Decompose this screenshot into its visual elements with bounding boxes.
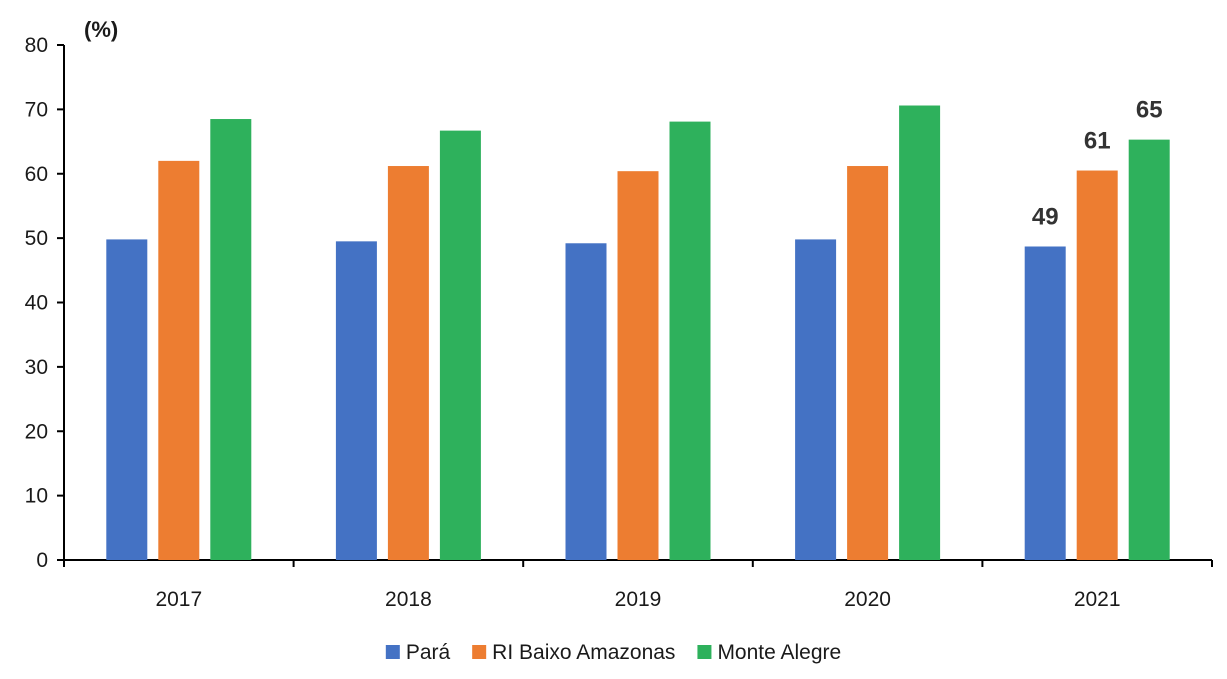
x-tick-label: 2018 [385, 588, 432, 611]
y-axis: 0 10 20 30 40 50 60 70 80 [25, 34, 65, 572]
y-tick-label: 40 [25, 292, 48, 315]
data-label: 65 [1136, 97, 1163, 124]
y-tick-label: 50 [25, 227, 48, 250]
bar [1024, 246, 1066, 560]
legend-label: RI Baixo Amazonas [492, 641, 675, 664]
bar [565, 243, 607, 560]
bar [210, 119, 252, 560]
bar [795, 239, 837, 560]
y-tick-label: 80 [25, 34, 48, 57]
y-tick-label: 0 [36, 549, 48, 572]
bar [106, 239, 148, 560]
bar [387, 166, 429, 560]
legend-label: Monte Alegre [717, 641, 841, 664]
legend-swatch [697, 645, 712, 659]
bar [1076, 170, 1118, 560]
bar [847, 166, 889, 560]
y-tick-label: 70 [25, 98, 48, 121]
bar [669, 121, 711, 560]
bar [335, 241, 377, 560]
y-tick-label: 60 [25, 163, 48, 186]
y-tick-label: 10 [25, 485, 48, 508]
x-tick-label: 2017 [155, 588, 202, 611]
y-tick-label: 30 [25, 356, 48, 379]
bars [106, 105, 1170, 561]
legend-swatch [385, 645, 400, 659]
y-tick-label: 20 [25, 420, 48, 443]
legend-swatch [472, 645, 487, 659]
bar [899, 105, 941, 560]
x-tick-label: 2021 [1074, 588, 1121, 611]
legend-label: Pará [406, 641, 451, 664]
data-label: 61 [1084, 128, 1111, 155]
bar [439, 130, 481, 560]
bar [158, 160, 200, 560]
data-labels: 49 61 65 [1032, 97, 1163, 231]
y-unit-label: (%) [84, 17, 118, 42]
data-label: 49 [1032, 203, 1059, 230]
legend: Pará RI Baixo Amazonas Monte Alegre [385, 641, 841, 664]
x-tick-label: 2019 [615, 588, 662, 611]
x-tick-label: 2020 [844, 588, 891, 611]
x-axis: 2017 2018 2019 2020 2021 [63, 559, 1213, 611]
bar [617, 171, 659, 561]
bar [1128, 139, 1170, 560]
